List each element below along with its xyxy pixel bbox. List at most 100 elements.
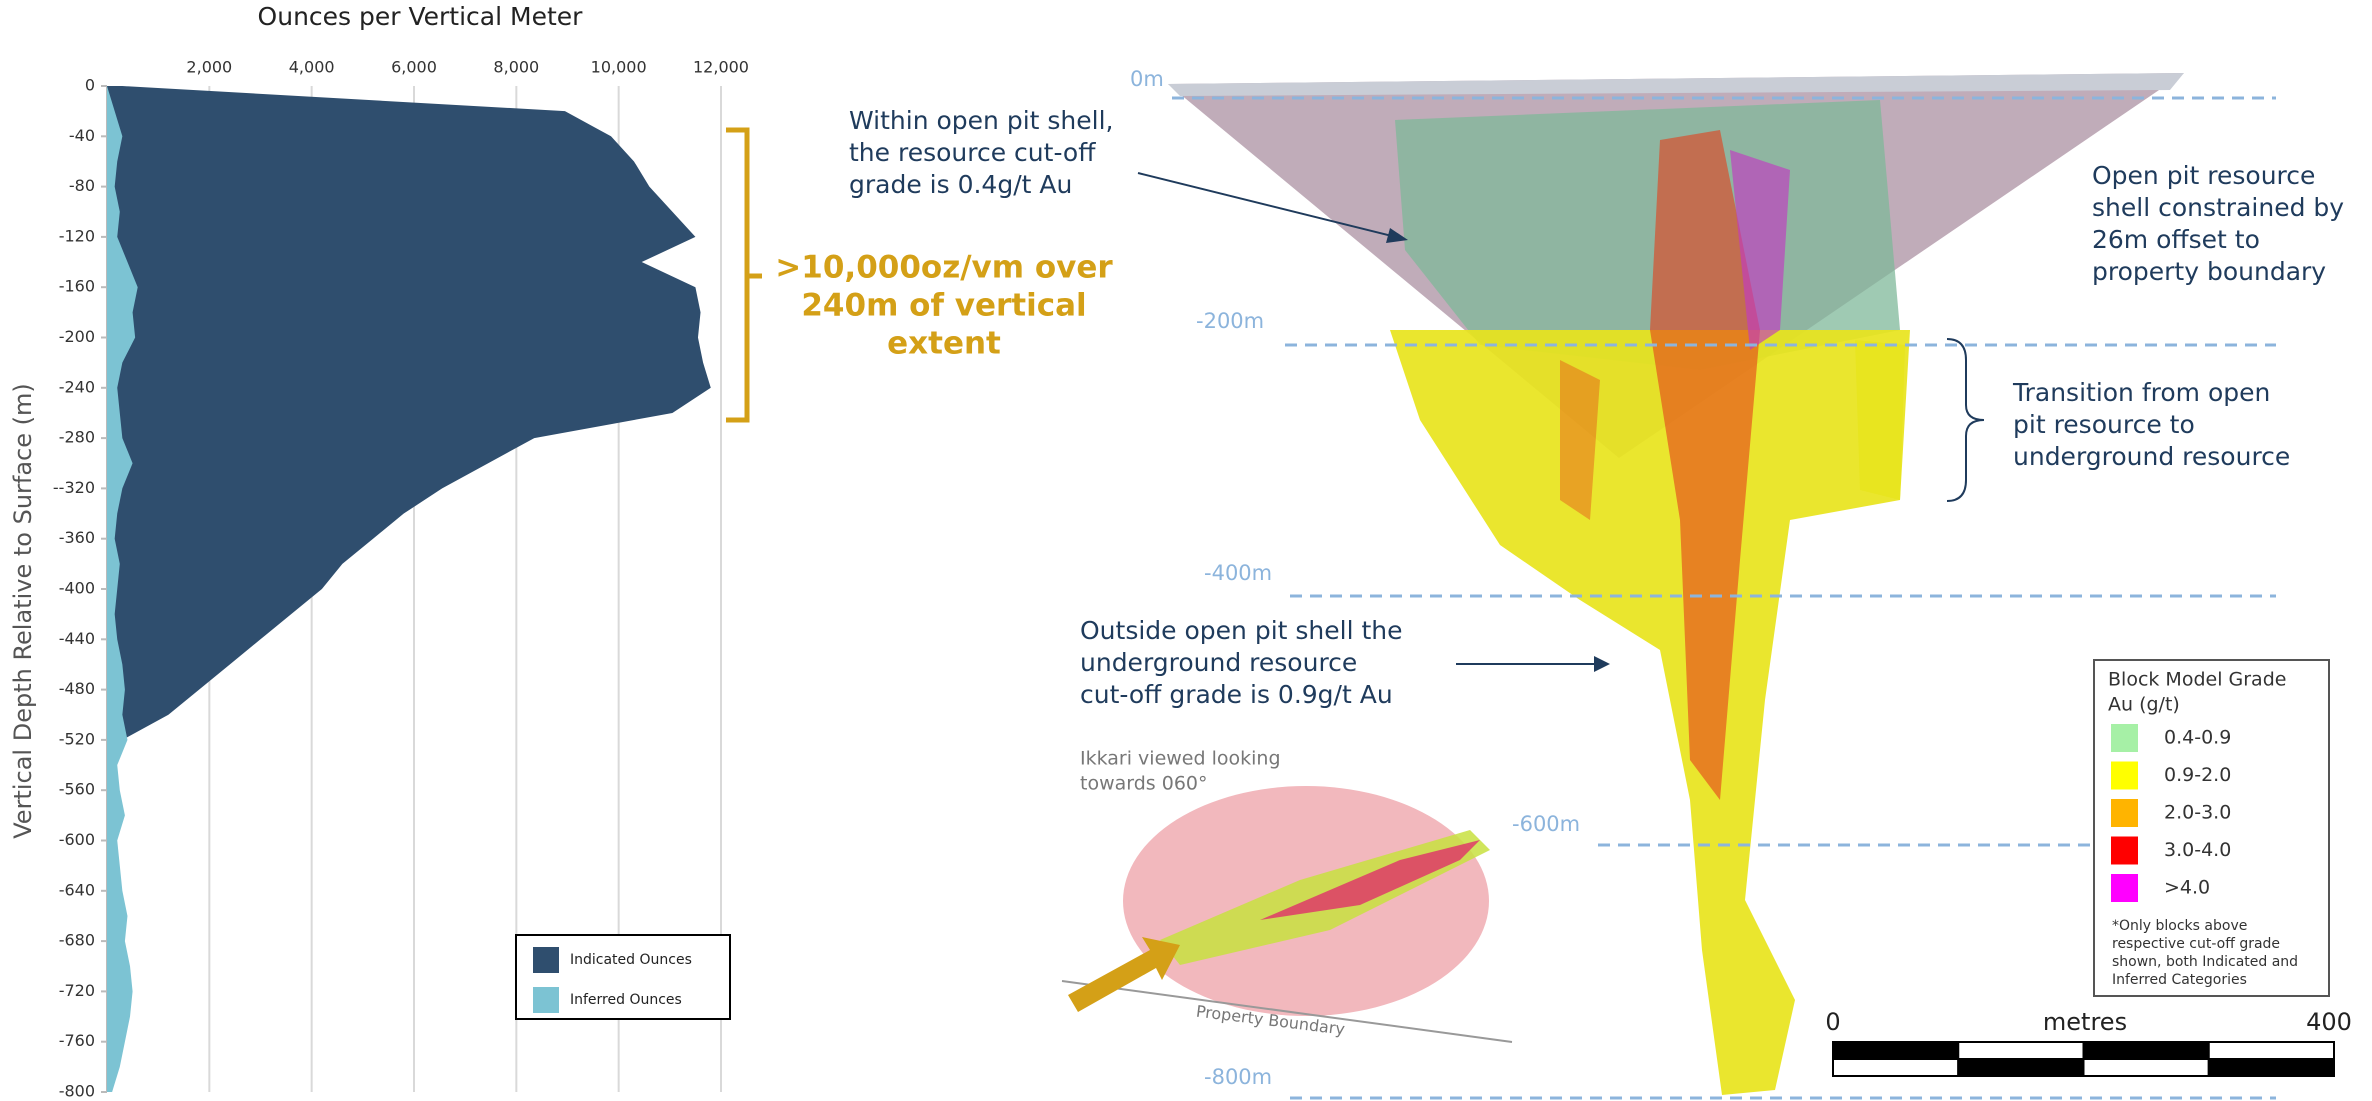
annotation-bracket (726, 127, 762, 423)
scale-segment (1832, 1041, 1960, 1060)
scale-segment (2082, 1058, 2210, 1077)
callout: the resource cut-off (849, 138, 1096, 167)
grade-legend-title: Block Model Grade (2108, 669, 2286, 691)
x-tick-label: 8,000 (493, 58, 539, 77)
y-axis-label: Vertical Depth Relative to Surface (m) (9, 383, 37, 839)
callout: underground resource (1080, 648, 1357, 677)
y-tick-label: -400 (59, 579, 95, 598)
y-tick-label: -160 (59, 277, 95, 296)
x-tick-label: 6,000 (391, 58, 437, 77)
ore-body (1390, 330, 1910, 1095)
grade-note: Inferred Categories (2112, 972, 2247, 988)
legend-label: Inferred Ounces (570, 992, 682, 1008)
y-tick-label: -720 (59, 981, 95, 1000)
callout: Open pit resource (2092, 161, 2315, 190)
annotation: 240m of vertical (801, 288, 1086, 324)
legend-swatch (533, 947, 559, 973)
grade-swatch (2111, 874, 2138, 902)
y-tick-label: -520 (59, 729, 95, 748)
y-tick-label: -760 (59, 1031, 95, 1050)
view-arrow (1068, 937, 1180, 1012)
y-tick-label: -680 (59, 931, 95, 950)
callout: shell constrained by (2092, 193, 2344, 222)
callout: Within open pit shell, (849, 106, 1114, 135)
grade-note: respective cut-off grade (2112, 936, 2280, 952)
callout-arrow (1137, 172, 1401, 239)
scale-end: 400 (2306, 1008, 2352, 1036)
callout: Transition from open (2012, 378, 2270, 407)
x-tick-label: 12,000 (693, 58, 749, 77)
grade-note: shown, both Indicated and (2112, 954, 2298, 970)
y-tick-label: -80 (69, 176, 95, 195)
y-tick-label: -480 (59, 679, 95, 698)
y-tick-label: -440 (59, 629, 95, 648)
inset-caption: Ikkari viewed looking (1080, 748, 1281, 770)
grade-legend-title: Au (g/t) (2108, 694, 2180, 716)
inset-high-grade (1260, 840, 1480, 920)
grade-label: >4.0 (2164, 877, 2210, 899)
grade-legend-box (2093, 659, 2330, 997)
scale-start: 0 (1825, 1008, 1840, 1036)
area (107, 86, 138, 1092)
legend-label: Indicated Ounces (570, 952, 692, 968)
ore-body-east (1855, 340, 1905, 500)
arrow-head (1594, 656, 1610, 672)
brace (1946, 338, 1985, 502)
y-tick-label: -240 (59, 377, 95, 396)
legend-swatch (533, 987, 559, 1013)
y-tick-label: -560 (59, 780, 95, 799)
callout: Outside open pit shell the (1080, 616, 1403, 645)
annotation: >10,000oz/vm over (775, 250, 1113, 286)
low-grade-zone (1395, 100, 1900, 370)
annotation: extent (887, 326, 1001, 362)
scale-segment (2207, 1058, 2335, 1077)
scale-segment (1832, 1058, 1960, 1077)
chart-title: Ounces per Vertical Meter (258, 2, 584, 31)
depth-label: 0m (1130, 67, 1164, 91)
callout: property boundary (2092, 257, 2326, 286)
grade-swatch (2111, 724, 2138, 752)
scale-segment (1957, 1058, 2085, 1077)
depth-label: -600m (1512, 812, 1580, 836)
grade-label: 2.0-3.0 (2164, 802, 2231, 824)
x-tick-label: 10,000 (591, 58, 647, 77)
callout: cut-off grade is 0.9g/t Au (1080, 680, 1393, 709)
grade-swatch (2111, 761, 2138, 790)
arrow-head (1386, 228, 1408, 243)
y-tick-label: -280 (59, 428, 95, 447)
scale-segment (2207, 1041, 2335, 1060)
y-tick-label: --320 (53, 478, 95, 497)
scale-unit: metres (2043, 1008, 2127, 1036)
x-tick-label: 2,000 (186, 58, 232, 77)
grade-label: 0.9-2.0 (2164, 764, 2231, 786)
y-tick-label: 0 (85, 76, 95, 95)
scale-segment (1957, 1041, 2085, 1060)
y-tick-label: -600 (59, 830, 95, 849)
very-high-grade-zone (1730, 150, 1790, 350)
x-tick-label: 4,000 (289, 58, 335, 77)
property-boundary-line (1061, 980, 1513, 1043)
callout: grade is 0.4g/t Au (849, 170, 1072, 199)
y-tick-label: -200 (59, 327, 95, 346)
grade-swatch (2111, 799, 2138, 827)
depth-label: -200m (1196, 309, 1264, 333)
y-tick-label: -120 (59, 226, 95, 245)
pit-rim (1168, 73, 2184, 96)
y-tick-label: -360 (59, 528, 95, 547)
callout: 26m offset to (2092, 225, 2260, 254)
callout: underground resource (2013, 442, 2290, 471)
y-tick-label: -40 (69, 126, 95, 145)
area (107, 86, 711, 1092)
grade-label: 0.4-0.9 (2164, 727, 2231, 749)
inset-caption: towards 060° (1080, 773, 1208, 795)
high-grade-zone (1560, 360, 1600, 520)
grade-swatch (2111, 836, 2138, 865)
high-grade-zone (1650, 130, 1760, 800)
y-tick-label: -800 (59, 1082, 95, 1101)
depth-label: -400m (1204, 561, 1272, 585)
scale-segment (2082, 1041, 2210, 1060)
grade-note: *Only blocks above (2112, 918, 2247, 934)
grade-label: 3.0-4.0 (2164, 839, 2231, 861)
depth-label: -800m (1204, 1065, 1272, 1089)
